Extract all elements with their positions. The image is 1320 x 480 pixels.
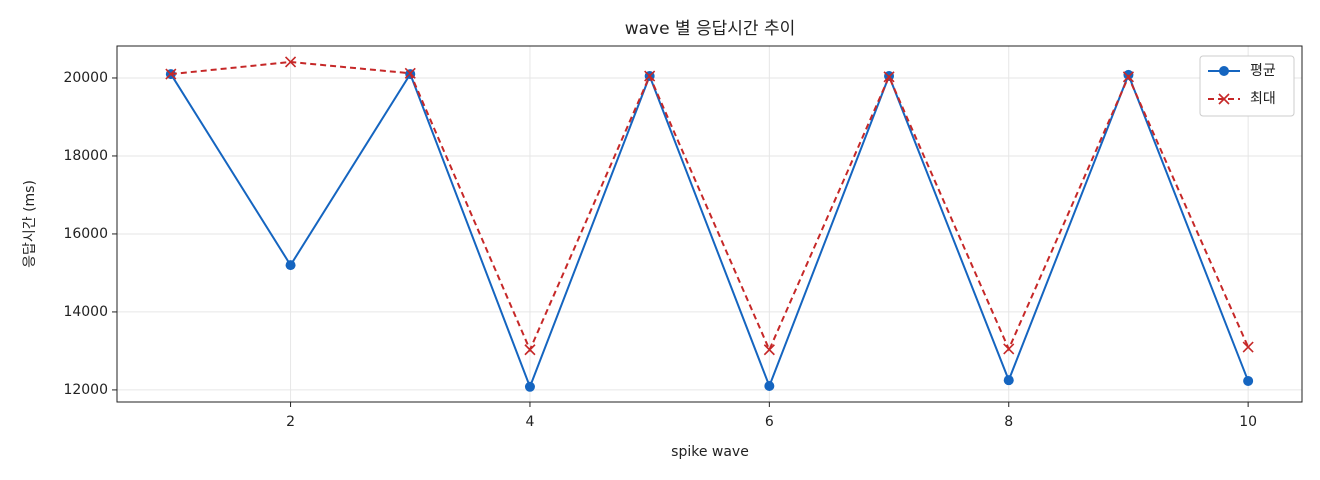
legend-label: 평균 — [1250, 63, 1276, 79]
point — [644, 70, 656, 82]
x-tick-label: 6 — [765, 414, 774, 430]
x-axis-label: spike wave — [671, 444, 749, 460]
y-tick-label: 16000 — [63, 226, 108, 242]
point — [764, 381, 775, 392]
point — [1122, 71, 1135, 83]
point — [165, 68, 177, 80]
y-tick-label: 12000 — [63, 382, 108, 398]
legend-box — [1199, 55, 1295, 117]
point — [1003, 375, 1014, 386]
x-tick-label: 8 — [1004, 414, 1013, 430]
point — [1243, 375, 1254, 386]
series-line — [170, 71, 1250, 390]
y-axis-label: 응답시간 (ms) — [22, 180, 38, 268]
series-line — [170, 60, 1250, 353]
x-tick-label: 2 — [286, 414, 295, 430]
point — [524, 381, 535, 392]
legend-marker — [1218, 93, 1230, 105]
plot-frame — [116, 45, 1303, 403]
point — [1242, 341, 1254, 353]
legend-label: 최대 — [1250, 91, 1276, 107]
x-tick-label: 4 — [525, 414, 534, 430]
point — [1003, 343, 1015, 355]
point — [285, 260, 296, 271]
y-tick-label: 20000 — [63, 70, 108, 86]
point — [763, 344, 775, 356]
y-tick-label: 18000 — [63, 148, 108, 164]
point — [404, 67, 416, 79]
point — [284, 56, 297, 68]
x-tick-label: 10 — [1239, 414, 1257, 430]
chart-title: wave 별 응답시간 추이 — [625, 19, 796, 39]
legend-marker — [1219, 66, 1229, 76]
y-tick-label: 14000 — [63, 304, 108, 320]
point — [883, 71, 895, 83]
point — [524, 344, 536, 356]
